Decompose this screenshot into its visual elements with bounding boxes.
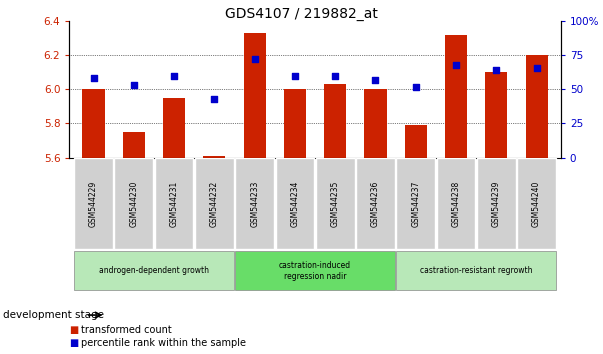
FancyBboxPatch shape — [235, 159, 274, 249]
FancyBboxPatch shape — [74, 159, 113, 249]
Text: GSM544238: GSM544238 — [452, 181, 461, 227]
Text: GSM544233: GSM544233 — [250, 180, 259, 227]
Text: ■: ■ — [69, 338, 78, 348]
Text: development stage: development stage — [3, 310, 104, 320]
Point — [532, 65, 541, 70]
Bar — [485, 72, 507, 158]
FancyBboxPatch shape — [477, 159, 516, 249]
Point — [169, 73, 179, 79]
Point — [411, 84, 421, 90]
FancyBboxPatch shape — [235, 251, 395, 290]
Text: percentile rank within the sample: percentile rank within the sample — [81, 338, 247, 348]
FancyBboxPatch shape — [437, 159, 475, 249]
Text: GSM544236: GSM544236 — [371, 180, 380, 227]
Point — [129, 82, 139, 88]
Bar — [244, 33, 266, 158]
Bar — [203, 156, 226, 158]
Text: GSM544232: GSM544232 — [210, 181, 219, 227]
Bar — [526, 55, 548, 158]
Point — [290, 73, 300, 79]
FancyBboxPatch shape — [276, 159, 314, 249]
Point — [491, 68, 501, 73]
Text: castration-induced
regression nadir: castration-induced regression nadir — [279, 261, 351, 280]
FancyBboxPatch shape — [396, 159, 435, 249]
Text: GSM544237: GSM544237 — [411, 180, 420, 227]
Point — [371, 77, 380, 83]
Bar — [364, 90, 387, 158]
Text: GSM544230: GSM544230 — [129, 180, 138, 227]
FancyBboxPatch shape — [356, 159, 395, 249]
Point — [209, 96, 219, 102]
FancyBboxPatch shape — [74, 251, 234, 290]
Point — [89, 76, 98, 81]
Text: GSM544229: GSM544229 — [89, 181, 98, 227]
Text: GSM544231: GSM544231 — [169, 181, 178, 227]
Text: ■: ■ — [69, 325, 78, 335]
Bar — [405, 125, 427, 158]
Text: castration-resistant regrowth: castration-resistant regrowth — [420, 266, 532, 275]
FancyBboxPatch shape — [115, 159, 153, 249]
FancyBboxPatch shape — [195, 159, 234, 249]
Point — [250, 57, 259, 62]
Bar — [163, 98, 185, 158]
FancyBboxPatch shape — [396, 251, 556, 290]
Point — [330, 73, 340, 79]
Text: GDS4107 / 219882_at: GDS4107 / 219882_at — [225, 7, 378, 21]
Text: GSM544239: GSM544239 — [492, 180, 501, 227]
Text: GSM544235: GSM544235 — [330, 180, 339, 227]
Text: androgen-dependent growth: androgen-dependent growth — [99, 266, 209, 275]
FancyBboxPatch shape — [155, 159, 194, 249]
Text: GSM544234: GSM544234 — [291, 180, 300, 227]
Bar — [83, 90, 104, 158]
Bar — [445, 35, 467, 158]
Point — [451, 62, 461, 68]
Text: GSM544240: GSM544240 — [532, 180, 541, 227]
FancyBboxPatch shape — [517, 159, 556, 249]
FancyBboxPatch shape — [316, 159, 355, 249]
Bar — [123, 132, 145, 158]
Bar — [284, 90, 306, 158]
Text: transformed count: transformed count — [81, 325, 172, 335]
Bar — [324, 84, 346, 158]
